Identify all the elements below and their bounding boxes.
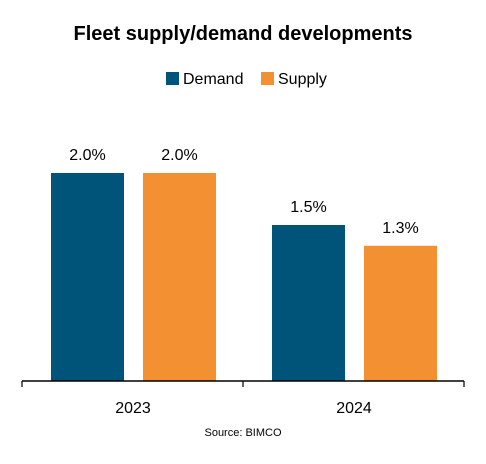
plot-area: 2.0% 2.0% 1.5% 1.3% [51,147,437,381]
legend-item-supply: Supply [261,71,327,88]
data-label-demand-2024: 1.5% [290,199,326,216]
legend-swatch-supply [261,72,274,85]
bar-demand-2024 [272,225,345,381]
chart-title: Fleet supply/demand developments [74,23,413,45]
x-tick-label-2024: 2024 [336,400,372,417]
legend-label-demand: Demand [183,71,243,88]
data-label-demand-2023: 2.0% [69,147,105,164]
data-label-supply-2023: 2.0% [161,147,197,164]
legend: Demand Supply [166,71,327,88]
bar-supply-2024 [364,245,437,381]
legend-swatch-demand [166,72,179,85]
legend-label-supply: Supply [278,71,327,88]
bar-demand-2023 [51,173,124,381]
x-tick-label-2023: 2023 [115,400,151,417]
source-note: Source: BIMCO [204,427,281,439]
data-label-supply-2024: 1.3% [382,220,418,237]
legend-item-demand: Demand [166,71,243,88]
bar-supply-2023 [143,173,216,381]
